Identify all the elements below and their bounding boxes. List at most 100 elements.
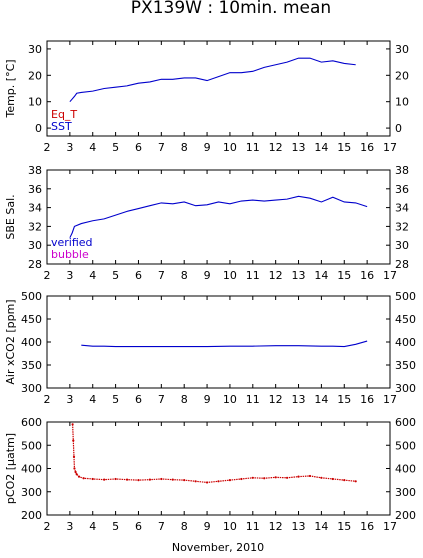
x-tick-label: 10 (223, 520, 237, 533)
x-tick-label: 3 (66, 269, 73, 282)
series-group (81, 340, 368, 348)
y-tick-label-right: 32 (395, 220, 409, 233)
x-tick-label: 15 (337, 269, 351, 282)
y-tick-label-left: 600 (21, 416, 42, 429)
y-tick-label-left: 400 (21, 336, 42, 349)
x-tick-label: 9 (204, 520, 211, 533)
x-tick-label: 8 (181, 393, 188, 406)
x-tick-label: 13 (292, 520, 306, 533)
x-tick-label: 16 (360, 141, 374, 154)
y-tick-label-right: 400 (395, 336, 416, 349)
x-tick-label: 3 (66, 393, 73, 406)
x-tick-label: 6 (135, 269, 142, 282)
x-tick-label: 8 (181, 141, 188, 154)
y-tick-label-right: 0 (395, 122, 402, 135)
x-tick-label: 17 (383, 141, 397, 154)
y-tick-label-right: 500 (395, 439, 416, 452)
x-tick-label: 15 (337, 393, 351, 406)
x-tick-label: 15 (337, 520, 351, 533)
x-tick-label: 2 (44, 269, 51, 282)
y-tick-label-left: 300 (21, 382, 42, 395)
x-tick-label: 3 (66, 520, 73, 533)
x-tick-label: 11 (246, 520, 260, 533)
x-tick-label: 10 (223, 269, 237, 282)
x-tick-label: 2 (44, 393, 51, 406)
x-tick-label: 11 (246, 393, 260, 406)
y-tick-label-left: 450 (21, 313, 42, 326)
x-tick-label: 5 (112, 141, 119, 154)
y-tick-label-left: 36 (28, 183, 42, 196)
plot-frame (46, 40, 391, 137)
x-tick-label: 4 (89, 269, 96, 282)
x-tick-label: 15 (337, 141, 351, 154)
y-tick-label-right: 600 (395, 416, 416, 429)
y-axis-label: SBE Sal. (4, 194, 17, 239)
y-tick-label-right: 38 (395, 164, 409, 177)
x-tick-label: 5 (112, 393, 119, 406)
y-tick-label-left: 350 (21, 359, 42, 372)
y-tick-label-left: 10 (28, 96, 42, 109)
x-tick-label: 10 (223, 141, 237, 154)
x-tick-label: 13 (292, 393, 306, 406)
y-tick-label-right: 28 (395, 258, 409, 271)
x-tick-label: 2 (44, 141, 51, 154)
y-tick-label-left: 30 (28, 239, 42, 252)
legend-entry: bubble (51, 248, 89, 261)
x-tick-label: 7 (158, 269, 165, 282)
y-tick-label-right: 450 (395, 313, 416, 326)
x-tick-label: 13 (292, 269, 306, 282)
y-tick-label-left: 0 (35, 122, 42, 135)
y-tick-label-left: 400 (21, 463, 42, 476)
x-tick-label: 7 (158, 520, 165, 533)
x-tick-label: 3 (66, 141, 73, 154)
y-tick-label-right: 20 (395, 69, 409, 82)
x-tick-label: 14 (314, 269, 328, 282)
x-tick-label: 17 (383, 520, 397, 533)
y-tick-label-left: 20 (28, 69, 42, 82)
x-tick-label: 6 (135, 520, 142, 533)
data-trace (72, 424, 356, 484)
x-tick-label: 16 (360, 520, 374, 533)
x-tick-label: 12 (269, 393, 283, 406)
series-line-air-xco2 (81, 340, 368, 348)
y-tick-label-right: 36 (395, 183, 409, 196)
x-tick-label: 10 (223, 393, 237, 406)
x-tick-label: 6 (135, 141, 142, 154)
y-tick-label-right: 300 (395, 382, 416, 395)
legend-entry: verified (51, 236, 93, 249)
x-tick-label: 12 (269, 520, 283, 533)
x-tick-label: 16 (360, 269, 374, 282)
y-tick-label-left: 28 (28, 258, 42, 271)
y-tick-label-left: 200 (21, 509, 42, 522)
legend-entry: Eq_T (51, 108, 77, 121)
y-tick-label-right: 10 (395, 96, 409, 109)
panel-1: 2 3 4 5 6 7 8 9 10 11 12 13 14 15 16 17 0 0 10 10 20 20 30 30 Te… (4, 40, 409, 154)
series-group (71, 423, 357, 484)
x-tick-label: 16 (360, 393, 374, 406)
figure-title: PX139W : 10min. mean (131, 0, 331, 18)
x-axis-label: November, 2010 (172, 541, 264, 554)
y-tick-label-right: 350 (395, 359, 416, 372)
y-tick-label-right: 30 (395, 43, 409, 56)
x-tick-label: 9 (204, 269, 211, 282)
series-line-sst (69, 57, 356, 103)
plot-frame (46, 421, 391, 516)
y-tick-label-right: 400 (395, 463, 416, 476)
x-tick-label: 13 (292, 141, 306, 154)
x-tick-label: 2 (44, 520, 51, 533)
y-axis-label: Temp. [°C] (4, 59, 17, 118)
x-tick-label: 11 (246, 269, 260, 282)
y-tick-label-left: 32 (28, 220, 42, 233)
x-tick-label: 17 (383, 393, 397, 406)
y-tick-label-right: 200 (395, 509, 416, 522)
x-tick-label: 7 (158, 393, 165, 406)
x-tick-label: 12 (269, 141, 283, 154)
x-tick-label: 6 (135, 393, 142, 406)
plot-frame (46, 169, 391, 265)
y-tick-label-left: 38 (28, 164, 42, 177)
x-tick-label: 5 (112, 520, 119, 533)
